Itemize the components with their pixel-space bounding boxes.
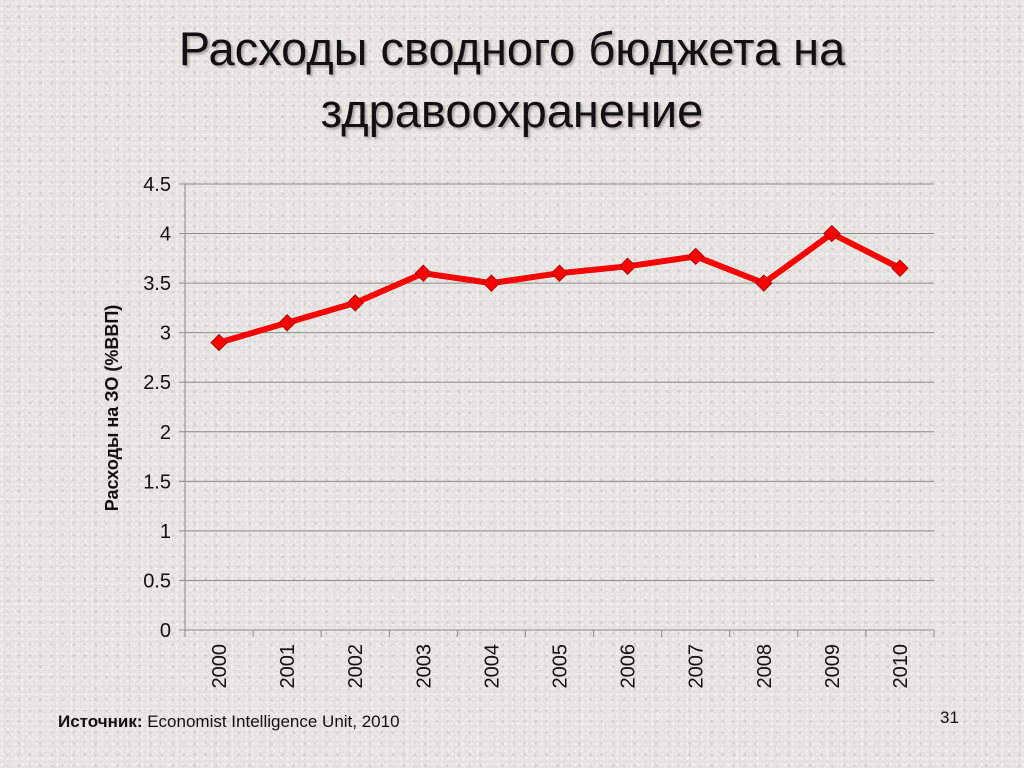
x-tick-label: 2004 <box>481 644 503 689</box>
y-axis-label: Расходы на ЗО (%ВВП) <box>102 305 122 512</box>
chart-axes <box>184 184 934 631</box>
y-tick-label: 0.5 <box>143 570 171 592</box>
x-tick-label: 2002 <box>345 644 367 689</box>
x-tick-label: 2009 <box>822 644 844 689</box>
data-point-marker <box>550 264 569 282</box>
x-tick-label: 2007 <box>686 644 708 689</box>
source-note: Источник: Economist Intelligence Unit, 2… <box>58 712 400 732</box>
page-number: 31 <box>940 708 959 727</box>
slide-title-line1: Расходы сводного бюджета на <box>178 22 846 75</box>
x-tick-label: 2000 <box>209 644 231 689</box>
source-label: Источник: <box>58 712 143 731</box>
data-point-marker <box>891 259 909 277</box>
chart-series <box>210 224 909 352</box>
x-tick-label: 2005 <box>550 644 572 689</box>
x-tick-label: 2010 <box>890 644 912 689</box>
chart-gridlines <box>185 183 934 581</box>
y-tick-label: 2.5 <box>143 372 171 394</box>
x-tick-label: 2003 <box>413 644 435 689</box>
data-point-marker <box>482 274 501 292</box>
x-tick-label: 2006 <box>618 644 640 689</box>
data-point-marker <box>823 224 841 243</box>
data-point-marker <box>210 333 228 352</box>
x-axis-ticks: 2000 2001 2002 2003 2004 2005 2006 2007 2008 2009… <box>184 630 935 689</box>
data-point-marker <box>278 314 296 332</box>
y-tick-label: 0 <box>160 620 171 642</box>
slide-title-line2: здравоохранение <box>320 84 704 137</box>
y-tick-label: 3.5 <box>143 273 171 295</box>
data-point-marker <box>414 264 433 282</box>
data-point-marker <box>755 274 773 292</box>
y-tick-label: 3 <box>160 323 171 345</box>
y-tick-label: 4.5 <box>143 174 171 196</box>
y-tick-label: 1.5 <box>143 471 171 493</box>
series-line <box>216 230 903 346</box>
slide-title: Расходы сводного бюджета на здравоохране… <box>0 18 1024 142</box>
data-point-marker <box>618 257 637 275</box>
y-tick-label: 4 <box>160 224 171 246</box>
data-point-marker <box>686 247 705 266</box>
y-tick-label: 2 <box>160 422 171 444</box>
y-axis-ticks: 0 0.5 1 1.5 2 2.5 3 3.5 4 4.5 <box>143 174 185 642</box>
data-point-marker <box>346 294 364 312</box>
x-tick-label: 2001 <box>277 644 299 689</box>
source-text: Economist Intelligence Unit, 2010 <box>142 712 400 731</box>
x-tick-label: 2008 <box>754 644 776 689</box>
y-tick-label: 1 <box>160 521 171 543</box>
